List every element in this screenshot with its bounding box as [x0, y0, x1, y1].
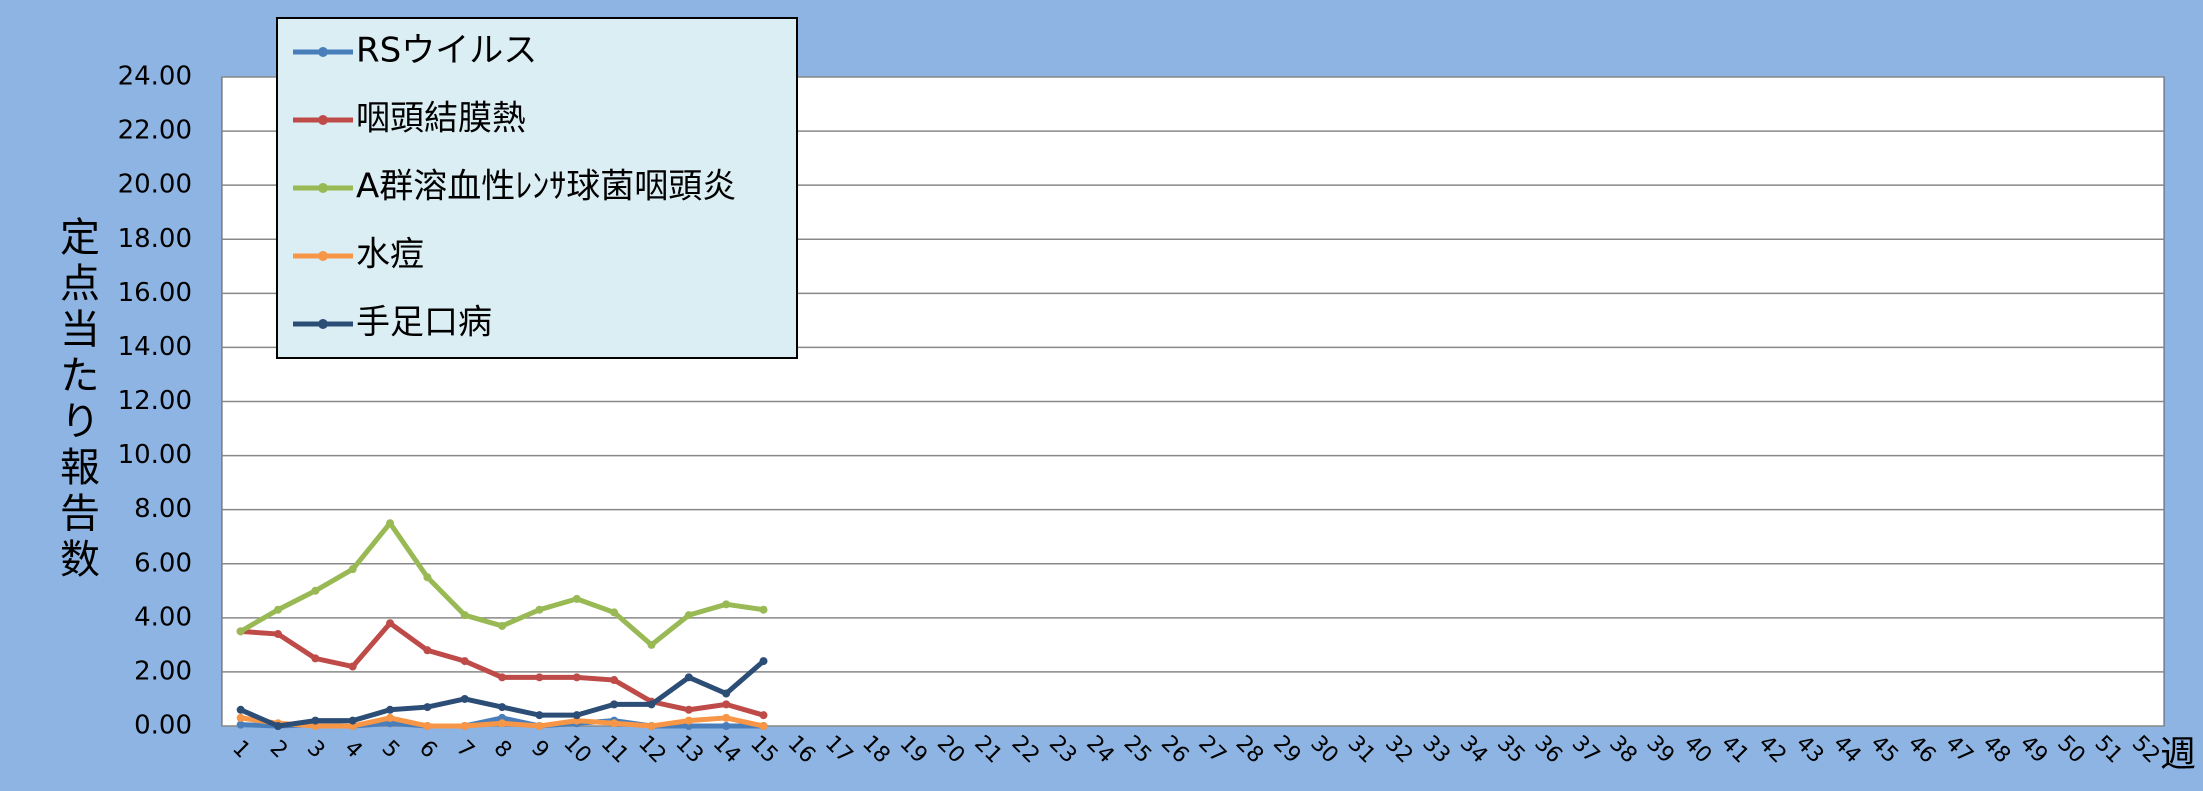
point [759, 711, 768, 720]
point [759, 657, 768, 666]
legend-marker [318, 251, 328, 261]
point [386, 619, 395, 628]
legend-marker [318, 319, 328, 329]
point [460, 722, 469, 730]
point [647, 640, 656, 649]
point [722, 600, 731, 609]
point [572, 711, 581, 720]
y-tick-label: 12.00 [118, 386, 192, 416]
legend-marker [318, 47, 328, 57]
y-tick-label: 20.00 [118, 170, 192, 200]
point [610, 676, 619, 685]
point [535, 711, 544, 720]
point [684, 611, 693, 620]
point [498, 673, 507, 682]
legend-label: RSウイルス [356, 31, 537, 71]
point [348, 662, 357, 671]
point [722, 700, 731, 709]
point [498, 621, 507, 630]
point [236, 705, 245, 714]
point [610, 719, 619, 728]
point [236, 627, 245, 636]
point [684, 673, 693, 682]
point [348, 716, 357, 725]
legend-label: 咽頭結膜熱 [356, 99, 526, 139]
y-tick-label: 8.00 [134, 494, 192, 524]
y-tick-label: 22.00 [118, 116, 192, 146]
point [722, 689, 731, 698]
point [498, 719, 507, 728]
y-tick-label: 2.00 [134, 656, 192, 686]
point [535, 673, 544, 682]
point [498, 703, 507, 712]
point [647, 700, 656, 709]
point [348, 565, 357, 574]
point [274, 722, 283, 730]
legend-label: A群溶血性ﾚﾝｻ球菌咽頭炎 [356, 167, 736, 207]
point [759, 722, 768, 730]
point [274, 630, 283, 639]
point [460, 657, 469, 666]
point [274, 605, 283, 614]
point [684, 705, 693, 714]
point [684, 716, 693, 725]
legend-box [276, 17, 798, 359]
point [236, 713, 245, 722]
point [423, 646, 432, 655]
point [610, 700, 619, 709]
y-tick-label: 16.00 [118, 278, 192, 308]
legend-marker [318, 115, 328, 125]
y-tick-label: 4.00 [134, 602, 192, 632]
point [423, 573, 432, 582]
x-axis-label: 週 [2160, 734, 2196, 775]
point [572, 673, 581, 682]
y-axis-label: 定点当たり報告数 [53, 216, 99, 584]
point [236, 720, 245, 729]
legend-label: 手足口病 [356, 303, 492, 343]
point [460, 694, 469, 703]
y-tick-label: 24.00 [118, 62, 192, 92]
point [535, 722, 544, 730]
point [722, 713, 731, 722]
y-tick-label: 10.00 [118, 440, 192, 470]
legend-label: 水痘 [356, 235, 424, 275]
y-tick-label: 0.00 [134, 711, 192, 741]
point [460, 611, 469, 620]
point [311, 716, 320, 725]
point [722, 722, 731, 730]
point [311, 586, 320, 595]
legend-marker [318, 183, 328, 193]
point [311, 654, 320, 663]
point [386, 519, 395, 528]
y-tick-label: 14.00 [118, 332, 192, 362]
point [610, 608, 619, 617]
point [386, 713, 395, 722]
point [647, 722, 656, 730]
point [386, 705, 395, 714]
y-tick-label: 6.00 [134, 548, 192, 578]
point [423, 722, 432, 730]
y-tick-label: 18.00 [118, 224, 192, 254]
point [759, 605, 768, 614]
point [423, 703, 432, 712]
point [535, 605, 544, 614]
point [572, 594, 581, 603]
